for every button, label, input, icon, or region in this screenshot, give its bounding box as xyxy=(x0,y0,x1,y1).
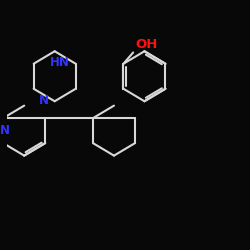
Text: N: N xyxy=(0,124,10,138)
Text: OH: OH xyxy=(135,38,158,51)
Text: N: N xyxy=(38,94,48,106)
Text: HN: HN xyxy=(50,56,70,69)
